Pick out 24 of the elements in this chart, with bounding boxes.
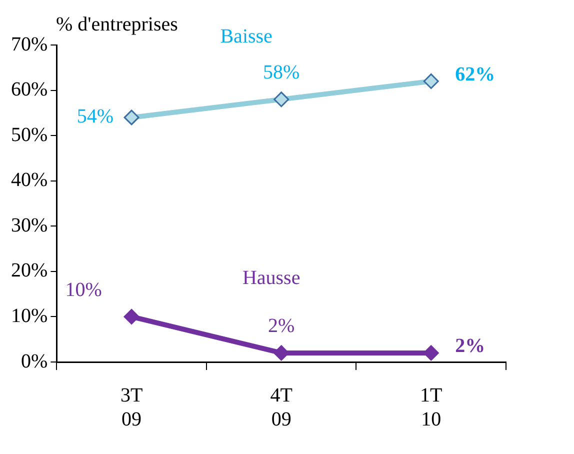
data-label: 10%	[65, 278, 102, 301]
y-tick-label: 50%	[10, 124, 48, 146]
point	[124, 110, 140, 126]
y-tick-label: 0%	[20, 350, 48, 372]
y-tick-label: 70%	[10, 33, 48, 56]
y-tick-label: 20%	[10, 260, 48, 282]
x-tick-label: 1T 10	[420, 384, 442, 430]
y-axis-title: % d'entreprises	[56, 13, 178, 36]
y-tick-label: 10%	[10, 304, 48, 327]
data-label: 2%	[268, 315, 295, 338]
x-tick-label: 4T 09	[270, 384, 292, 430]
text: Baisse	[220, 25, 273, 48]
data-label: 2%	[455, 335, 486, 358]
x-tick-label: 3T 09	[120, 384, 143, 430]
data-label: 54%	[76, 106, 114, 128]
y-tick-label: 40%	[10, 169, 48, 192]
point	[124, 308, 140, 324]
text: Hausse	[242, 266, 300, 289]
data-label: 58%	[262, 62, 300, 84]
y-tick-label: 30%	[10, 214, 48, 236]
data-label: 62%	[455, 63, 496, 86]
y-tick-label: 60%	[10, 78, 48, 101]
point	[274, 92, 290, 108]
point	[423, 73, 439, 89]
